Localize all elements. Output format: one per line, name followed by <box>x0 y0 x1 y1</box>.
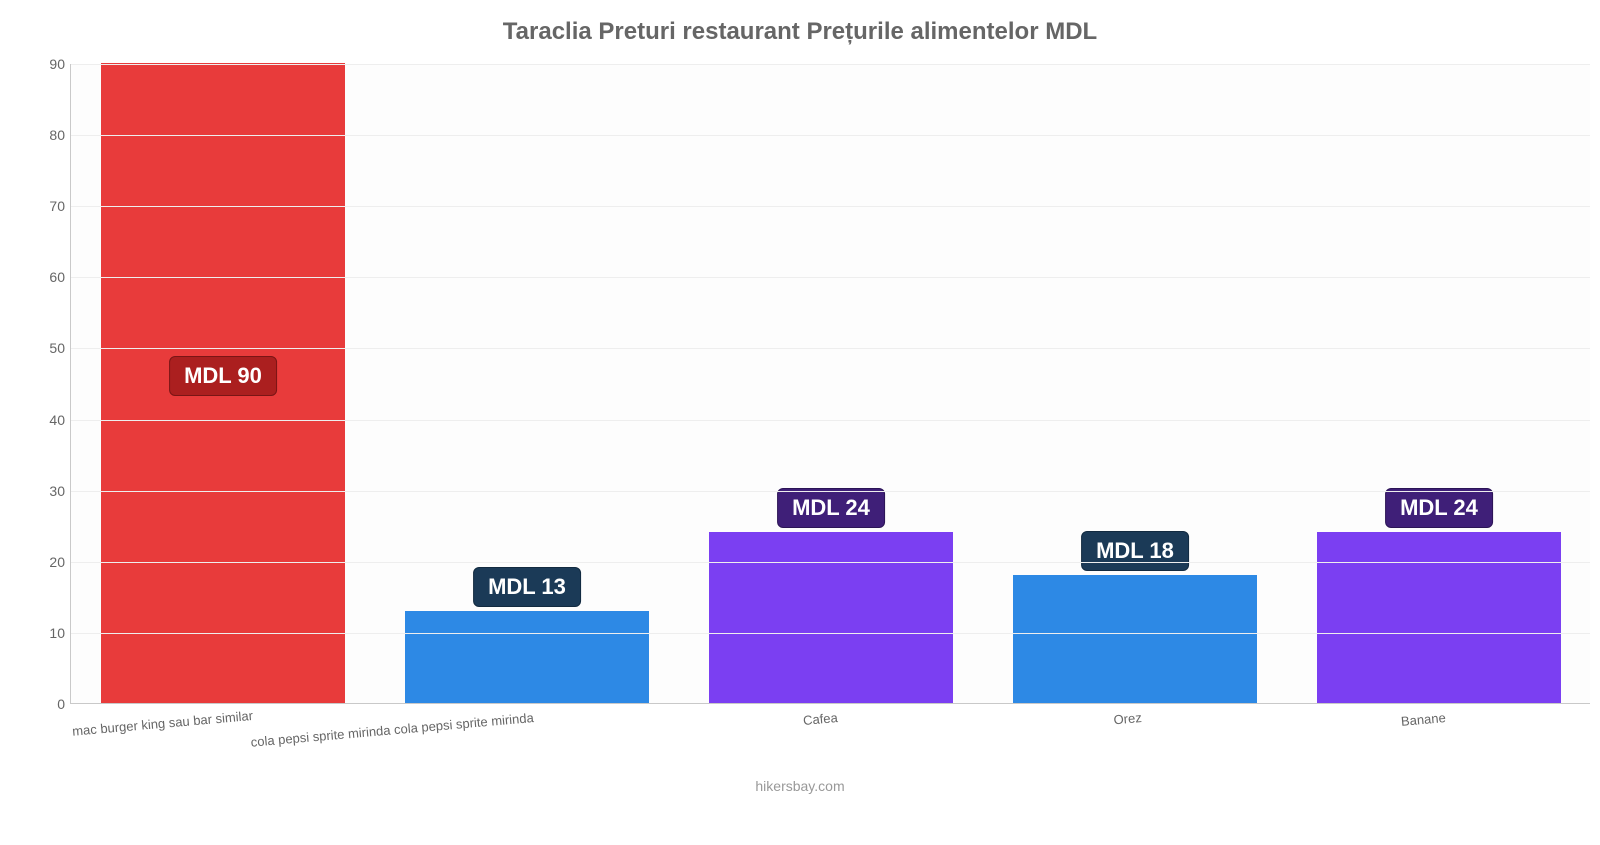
grid-line <box>71 420 1590 421</box>
y-tick-label: 0 <box>31 696 65 712</box>
y-tick-label: 20 <box>31 554 65 570</box>
y-tick-label: 70 <box>31 198 65 214</box>
bar: MDL 24 <box>1317 532 1560 703</box>
grid-line <box>71 64 1590 65</box>
bar: MDL 90 <box>101 63 344 703</box>
y-tick-label: 80 <box>31 127 65 143</box>
y-tick-label: 60 <box>31 269 65 285</box>
x-tick-label: mac burger king sau bar similar <box>72 710 231 739</box>
grid-line <box>71 633 1590 634</box>
value-badge: MDL 24 <box>777 488 885 528</box>
y-tick-label: 40 <box>31 412 65 428</box>
bar: MDL 18 <box>1013 575 1256 703</box>
grid-line <box>71 348 1590 349</box>
value-badge: MDL 13 <box>473 567 581 607</box>
value-badge: MDL 18 <box>1081 531 1189 571</box>
plot-area: MDL 90MDL 13MDL 24MDL 18MDL 24 010203040… <box>70 64 1590 704</box>
value-badge: MDL 90 <box>169 356 277 396</box>
bar: MDL 13 <box>405 611 648 703</box>
attribution-text: hikersbay.com <box>0 778 1600 794</box>
chart-container: Taraclia Preturi restaurant Prețurile al… <box>0 0 1600 800</box>
grid-line <box>71 491 1590 492</box>
chart-title: Taraclia Preturi restaurant Prețurile al… <box>20 18 1580 46</box>
bar: MDL 24 <box>709 532 952 703</box>
grid-line <box>71 206 1590 207</box>
y-tick-label: 30 <box>31 483 65 499</box>
grid-line <box>71 562 1590 563</box>
y-tick-label: 50 <box>31 340 65 356</box>
grid-line <box>71 277 1590 278</box>
value-badge: MDL 24 <box>1385 488 1493 528</box>
grid-line <box>71 135 1590 136</box>
y-tick-label: 10 <box>31 625 65 641</box>
y-tick-label: 90 <box>31 56 65 72</box>
bars-layer: MDL 90 MDL 13 MDL 24 MDL 18 MDL 24 <box>71 64 1590 703</box>
